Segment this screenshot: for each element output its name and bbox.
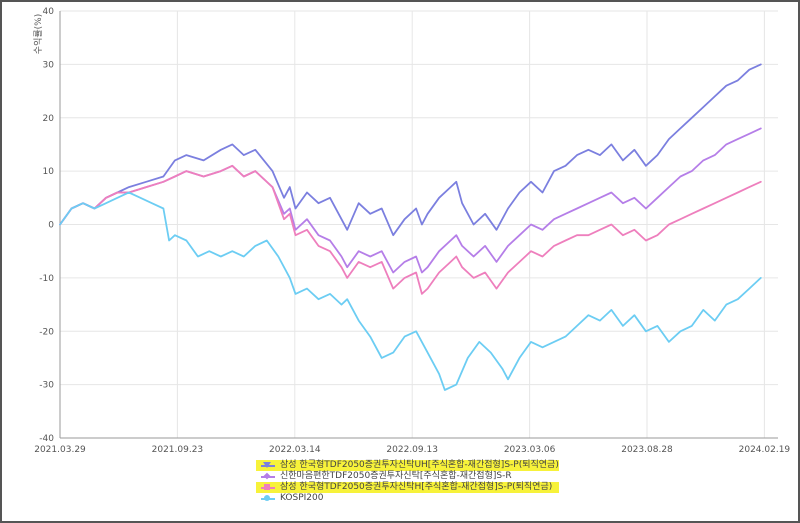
y-tick-label: 10 <box>43 167 55 177</box>
x-tick-label: 2021.03.29 <box>34 445 86 455</box>
x-tick-label: 2022.09.13 <box>386 445 438 455</box>
x-tick-label: 2023.03.06 <box>504 445 556 455</box>
y-tick-label: -10 <box>39 274 54 284</box>
legend-label: 삼성 한국형TDF2050증권투자신탁UH[주식혼합-재간접형]S-P(퇴직연금… <box>280 460 559 470</box>
x-tick-label: 2023.08.28 <box>621 445 673 455</box>
y-tick-label: 40 <box>43 7 55 17</box>
legend: 삼성 한국형TDF2050증권투자신탁UH[주식혼합-재간접형]S-P(퇴직연금… <box>256 460 559 504</box>
y-tick-label: -20 <box>39 327 54 337</box>
series-line-2 <box>59 164 762 295</box>
diamond-marker-icon <box>263 472 271 480</box>
y-tick-label: -30 <box>39 381 54 391</box>
square-marker-icon <box>264 484 270 490</box>
series-line-1 <box>59 127 762 274</box>
y-tick-label: 0 <box>48 221 54 231</box>
y-tick-label: -40 <box>39 434 54 444</box>
legend-item[interactable]: 신한마음편한TDF2050증권투자신탁[주식혼합-재간접형]S-R <box>256 471 559 482</box>
legend-item[interactable]: 삼성 한국형TDF2050증권투자신탁UH[주식혼합-재간접형]S-P(퇴직연금… <box>256 460 559 471</box>
x-tick-label: 2022.03.14 <box>269 445 321 455</box>
legend-item[interactable]: 삼성 한국형TDF2050증권투자신탁H[주식혼합-재간접형]S-P(퇴직연금) <box>256 482 559 493</box>
legend-label: KOSPI200 <box>280 493 324 503</box>
series-line-3 <box>59 191 762 391</box>
y-tick-label: 30 <box>43 60 55 70</box>
series-line-0 <box>59 63 762 237</box>
x-tick-label: 2024.02.19 <box>739 445 791 455</box>
legend-label: 신한마음편한TDF2050증권투자신탁[주식혼합-재간접형]S-R <box>280 471 512 481</box>
legend-item[interactable]: KOSPI200 <box>256 493 559 504</box>
x-tick-label: 2021.09.23 <box>152 445 204 455</box>
y-tick-label: 20 <box>43 114 55 124</box>
legend-label: 삼성 한국형TDF2050증권투자신탁H[주식혼합-재간접형]S-P(퇴직연금) <box>280 482 553 492</box>
y-axis-label: 수익률(%) <box>32 14 44 54</box>
series-lines <box>59 63 762 391</box>
circle-marker-icon <box>264 495 270 501</box>
triangle-down-marker-icon <box>263 462 271 468</box>
